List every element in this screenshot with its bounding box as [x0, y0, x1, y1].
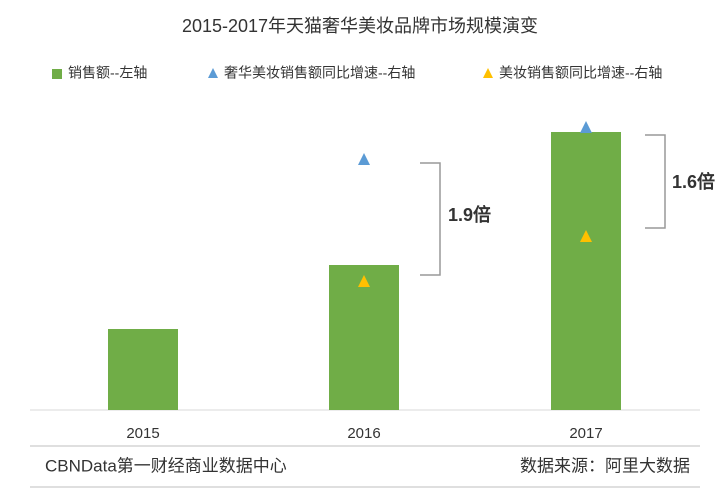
annotation: 1.6倍 — [672, 171, 715, 192]
x-tick-label: 2017 — [569, 425, 602, 442]
footer-right: 数据来源：阿里大数据 — [520, 456, 690, 475]
marker — [580, 121, 592, 133]
legend-swatch — [483, 68, 493, 78]
legend-swatch — [52, 69, 62, 79]
legend-label: 奢华美妆销售额同比增速--右轴 — [224, 65, 415, 81]
legend-label: 销售额--左轴 — [68, 65, 147, 81]
bracket — [645, 134, 666, 229]
x-tick-label: 2016 — [347, 425, 380, 442]
annotation: 1.9倍 — [448, 204, 491, 225]
bar — [551, 132, 621, 410]
marker — [580, 230, 592, 242]
chart-title: 2015-2017年天猫奢华美妆品牌市场规模演变 — [182, 16, 538, 36]
marker — [358, 275, 370, 287]
footer-left: CBNData第一财经商业数据中心 — [45, 456, 287, 475]
legend-swatch — [208, 68, 218, 78]
legend-label: 美妆销售额同比增速--右轴 — [499, 65, 662, 81]
bar — [108, 329, 178, 410]
bracket — [420, 162, 441, 276]
bar — [329, 265, 399, 410]
marker — [358, 153, 370, 165]
x-tick-label: 2015 — [126, 425, 159, 442]
